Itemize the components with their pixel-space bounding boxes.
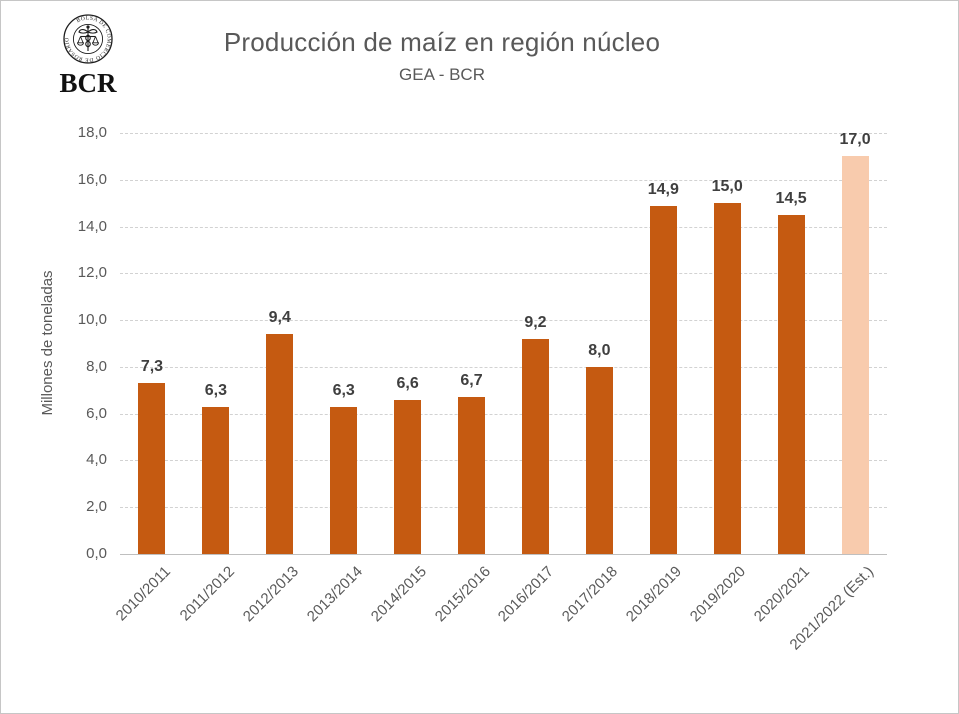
- y-tick-label: 18,0: [77, 124, 107, 141]
- bar-2010/2011: [138, 383, 166, 554]
- chart-subtitle: GEA - BCR: [399, 65, 485, 84]
- y-tick-label: 4,0: [86, 451, 107, 469]
- y-tick-label: 8,0: [86, 357, 107, 375]
- x-axis-label: 2013/2014: [303, 563, 366, 626]
- y-tick-label: 10,0: [77, 311, 107, 329]
- gridline: [120, 460, 887, 462]
- x-axis-label: 2011/2012: [176, 563, 238, 625]
- caduceus-scales-icon: [77, 25, 99, 51]
- x-axis-label: 2018/2019: [623, 563, 686, 626]
- bar-value-label: 15,0: [711, 178, 743, 196]
- bar-2011/2012: [202, 406, 230, 554]
- x-axis-label: 2019/2020: [687, 563, 750, 626]
- bar-value-label: 17,0: [839, 131, 871, 149]
- gridline: [120, 179, 887, 181]
- bar-value-label: 6,6: [396, 374, 419, 392]
- chart-title: Producción de maíz en región núcleo: [223, 27, 661, 57]
- bar-2012/2013: [266, 334, 294, 554]
- x-axis-label: 2016/2017: [495, 563, 558, 626]
- x-axis-line: [120, 554, 887, 555]
- bar-value-label: 9,4: [268, 309, 291, 327]
- y-tick-label: 2,0: [86, 498, 107, 516]
- bar-2021/2022 (Est.): [841, 156, 869, 554]
- bar-2015/2016: [458, 397, 486, 554]
- y-tick-label: 14,0: [77, 217, 107, 235]
- bcr-acronym: BCR: [59, 68, 117, 97]
- x-axis-label: 2015/2016: [431, 563, 494, 626]
- x-axis-label: 2017/2018: [559, 563, 622, 626]
- bar-value-label: 14,9: [647, 180, 679, 198]
- bar-2018/2019: [649, 205, 677, 554]
- bar-2020/2021: [777, 214, 805, 554]
- gridline: [120, 226, 887, 228]
- bar-value-label: 7,3: [140, 358, 164, 376]
- y-tick-label: 6,0: [86, 404, 107, 422]
- bar-2016/2017: [521, 338, 549, 554]
- x-axis-label: 2010/2011: [112, 563, 174, 625]
- bar-value-label: 9,2: [524, 313, 547, 331]
- gridline: [120, 366, 887, 368]
- y-tick-label: 12,0: [77, 264, 107, 282]
- y-tick-label: 16,0: [77, 170, 107, 188]
- bcr-logo: BOLSA DE COMERCIO DE ROSARIO BCR: [55, 9, 121, 102]
- gridline: [120, 507, 887, 509]
- bar-value-label: 6,3: [204, 381, 227, 399]
- gridline: [120, 273, 887, 275]
- bar-2019/2020: [713, 203, 741, 554]
- gridline: [120, 413, 887, 415]
- bar-value-label: 6,3: [332, 381, 355, 399]
- x-axis-label: 2012/2013: [239, 563, 302, 626]
- y-axis-title: Millones de toneladas: [39, 270, 56, 416]
- gridline: [120, 133, 887, 134]
- bcr-seal-icon: BOLSA DE COMERCIO DE ROSARIO BCR: [59, 14, 117, 98]
- x-axis-label: 2020/2021: [750, 563, 814, 626]
- bar-2017/2018: [585, 366, 613, 554]
- gridline: [120, 320, 887, 322]
- x-axis-label: 2014/2015: [367, 563, 430, 626]
- bar-value-label: 8,0: [588, 341, 611, 359]
- bar-value-label: 6,7: [460, 372, 483, 390]
- x-axis-label: 2021/2022 (Est.): [786, 563, 878, 654]
- y-tick-label: 0,0: [86, 545, 107, 562]
- bar-2014/2015: [394, 399, 422, 554]
- bar-value-label: 14,5: [775, 189, 807, 207]
- bar-2013/2014: [330, 406, 358, 554]
